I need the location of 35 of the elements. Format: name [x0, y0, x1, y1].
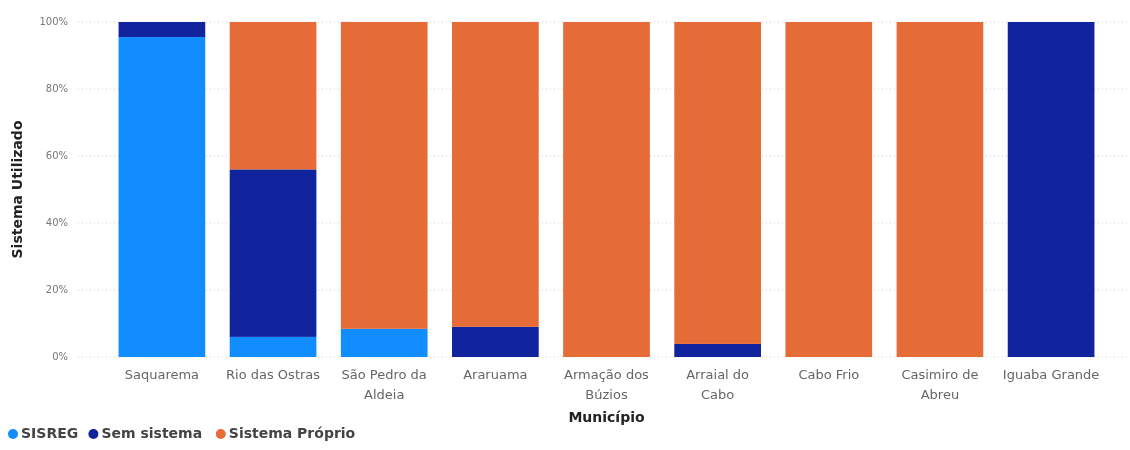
bar	[340, 22, 428, 329]
bar	[340, 328, 428, 357]
y-tick-label: 80%	[45, 83, 68, 95]
bar	[452, 326, 539, 357]
bar	[229, 336, 317, 357]
bar	[229, 22, 317, 170]
legend-label: SISREG	[21, 425, 79, 441]
y-tick-label: 100%	[39, 16, 68, 28]
x-tick-label: São Pedro da Aldeia	[341, 367, 427, 402]
bar	[452, 22, 539, 327]
legend-label: Sem sistema	[101, 425, 203, 441]
bar	[229, 169, 317, 337]
x-tick-label: Saquarema	[124, 367, 200, 382]
bar	[118, 22, 206, 38]
legend-label: Sistema Próprio	[228, 425, 356, 441]
x-tick-label: Arraial do Cabo	[686, 367, 750, 402]
bar	[785, 22, 873, 357]
bar	[674, 22, 761, 344]
y-tick-label: 0%	[52, 351, 68, 363]
bar	[896, 22, 984, 357]
x-axis-title: Município	[568, 409, 645, 425]
x-tick-label: Iguaba Grande	[1002, 367, 1100, 382]
y-tick-label: 20%	[45, 284, 68, 296]
bar	[1007, 22, 1095, 357]
x-tick-label: Araruama	[463, 367, 528, 382]
x-tick-label: Casimiro de Abreu	[901, 367, 979, 402]
x-tick-label: Cabo Frio	[798, 367, 860, 382]
y-tick-label: 40%	[45, 217, 68, 229]
x-tick-label: Armação dos Búzios	[564, 367, 650, 402]
bar	[674, 343, 761, 357]
y-axis-title: Sistema Utilizado	[9, 120, 25, 259]
bar	[118, 37, 206, 357]
y-tick-label: 60%	[45, 150, 68, 162]
x-tick-label: Rio das Ostras	[226, 367, 321, 382]
bar	[563, 22, 650, 357]
